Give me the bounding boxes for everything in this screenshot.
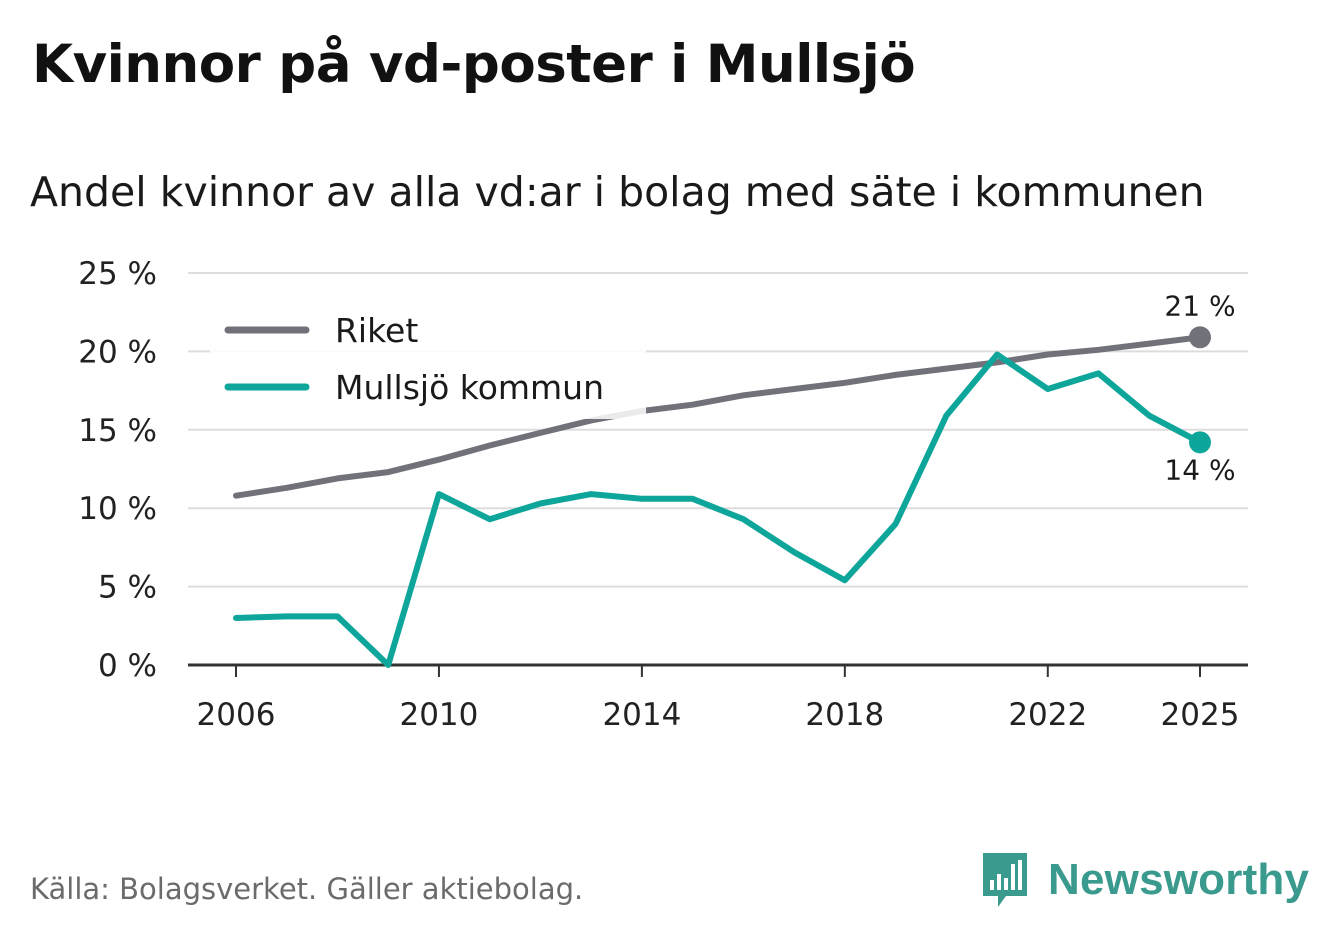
legend: Riket Mullsjö kommun — [210, 305, 646, 419]
chart-subtitle: Andel kvinnor av alla vd:ar i bolag med … — [30, 168, 1205, 216]
x-axis: 2006 2010 2014 2018 2022 2025 — [188, 663, 1248, 733]
legend-panel — [210, 305, 646, 419]
series-line-riket — [233, 334, 1203, 499]
x-tick-label: 2022 — [1008, 697, 1087, 733]
y-tick-label: 15 % — [78, 413, 157, 449]
x-tick-label: 2010 — [399, 697, 478, 733]
newsworthy-logo-icon — [983, 853, 1027, 907]
y-tick-label: 10 % — [78, 491, 157, 527]
x-tick-label: 2014 — [602, 697, 681, 733]
y-axis: 0 % 5 % 10 % 15 % 20 % 25 % — [78, 256, 157, 684]
series-end-label: 21 % — [1164, 289, 1235, 322]
y-tick-label: 25 % — [78, 256, 157, 292]
x-tick-label: 2018 — [805, 697, 884, 733]
y-tick-label: 20 % — [78, 334, 157, 370]
brand-name: Newsworthy — [1048, 855, 1310, 904]
y-tick-label: 0 % — [98, 648, 157, 684]
series-end-point — [1189, 326, 1211, 349]
series: 21 % 14 % — [233, 289, 1236, 668]
x-tick-label: 2006 — [197, 697, 276, 733]
y-tick-label: 5 % — [98, 570, 157, 606]
x-tick-label: 2025 — [1161, 697, 1240, 733]
source-note: Källa: Bolagsverket. Gäller aktiebolag. — [30, 872, 584, 906]
legend-label: Riket — [335, 311, 418, 350]
series-line-mullsjo — [233, 351, 1203, 668]
brand-logo: Newsworthy — [980, 850, 1309, 910]
legend-label: Mullsjö kommun — [335, 368, 604, 407]
chart-title: Kvinnor på vd-poster i Mullsjö — [32, 34, 916, 95]
series-end-point — [1189, 431, 1211, 454]
series-end-label: 14 % — [1164, 453, 1235, 486]
